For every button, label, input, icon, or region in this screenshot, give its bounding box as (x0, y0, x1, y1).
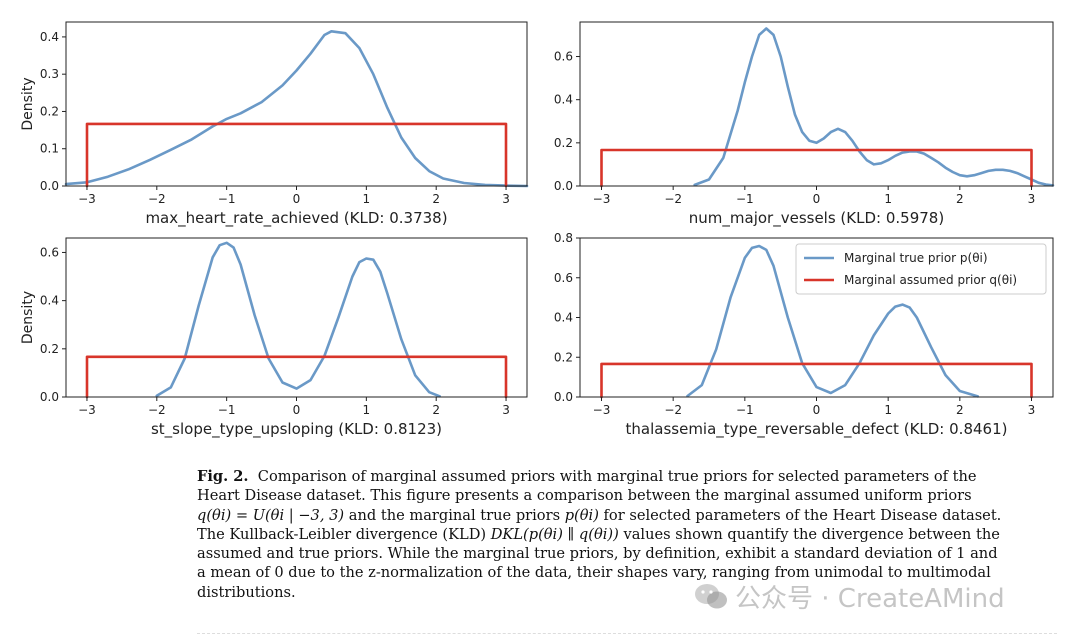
wechat-icon (693, 582, 729, 612)
legend-label-true: Marginal true prior p(θi) (844, 251, 988, 265)
y-tick-label: 0.6 (40, 245, 59, 259)
chart-panel-1: −3 −2 −1 0 1 2 3 0.0 0.1 0.2 0.3 0.4 max_heart_rate_… (20, 21, 529, 228)
x-tick-label: −3 (78, 403, 96, 417)
plot-frame (65, 237, 528, 398)
x-tick-label: −1 (218, 192, 236, 206)
chart-panel-4: −3 −2 −1 0 1 2 3 0.0 0.2 0.4 0.6 0.8 thalassemia_typ… (554, 231, 1054, 439)
caption-line-4: The Kullback-Leibler divergence (KLD) DK… (197, 525, 1057, 544)
legend: Marginal true prior p(θi) Marginal assume… (795, 243, 1047, 295)
plot-frame (579, 21, 1054, 187)
y-tick-label: 0.0 (40, 179, 59, 193)
caption-line-7: distributions. (197, 583, 296, 601)
x-tick-label: −3 (593, 192, 611, 206)
x-tick-label: 0 (293, 192, 301, 206)
caption-line-2: Heart Disease dataset. This figure prese… (197, 487, 972, 505)
x-tick-label: −3 (78, 192, 96, 206)
assumed-prior-line (85, 355, 508, 399)
figure-caption: Fig. 2. Comparison of marginal assumed p… (197, 467, 1057, 602)
watermark-text: 公众号 · CreateAMind (735, 584, 1005, 614)
x-tick-label: 3 (502, 403, 510, 417)
true-prior-line (155, 241, 441, 398)
caption-text-3a: and the marginal true priors (348, 506, 561, 524)
x-tick-label: −2 (664, 192, 682, 206)
x-tick-label: −3 (593, 403, 611, 417)
x-axis-label: max_heart_rate_achieved (KLD: 0.3738) (145, 209, 447, 228)
true-prior-line (693, 27, 1055, 187)
y-tick-label: 0.4 (554, 311, 573, 325)
y-tick-label: 0.2 (554, 136, 573, 150)
x-tick-label: 0 (813, 403, 821, 417)
y-tick-label: 0.2 (40, 104, 59, 118)
y-tick-label: 0.3 (40, 67, 59, 81)
x-tick-label: −2 (148, 192, 166, 206)
x-tick-label: 1 (884, 403, 892, 417)
assumed-prior-line (600, 148, 1033, 188)
x-tick-label: 2 (956, 403, 964, 417)
figure-panels: −3 −2 −1 0 1 2 3 0.0 0.1 0.2 0.3 0.4 max_heart_rate_… (20, 21, 1055, 439)
y-tick-label: 0.6 (554, 271, 573, 285)
x-tick-label: 1 (363, 403, 371, 417)
caption-fig-label: Fig. 2. (197, 468, 249, 485)
caption-line-6: a mean of 0 due to the z-normalization o… (197, 564, 991, 582)
x-axis-label: st_slope_type_upsloping (KLD: 0.8123) (151, 420, 442, 439)
plot-frame (65, 21, 528, 187)
x-tick-label: 1 (884, 192, 892, 206)
watermark: 公众号 · CreateAMind (693, 578, 1005, 615)
x-tick-label: 3 (1028, 192, 1036, 206)
y-tick-label: 0.1 (40, 142, 59, 156)
legend-box (795, 243, 1047, 295)
x-tick-label: 3 (502, 192, 510, 206)
x-tick-label: −2 (664, 403, 682, 417)
x-tick-label: −1 (736, 192, 754, 206)
chart-panel-3: −3 −2 −1 0 1 2 3 0.0 0.2 0.4 0.6 st_slope_type_upsl… (20, 237, 528, 439)
caption-math-p: p(θi) (564, 506, 599, 524)
x-tick-label: −2 (148, 403, 166, 417)
y-tick-label: 0.0 (40, 390, 59, 404)
y-tick-label: 0.6 (554, 50, 573, 64)
y-tick-label: 0.4 (40, 30, 59, 44)
y-tick-label: 0.2 (554, 350, 573, 364)
true-prior-line (686, 244, 980, 398)
caption-math-dkl: DKL(p(θi) ∥ q(θi)) (490, 525, 619, 543)
chart-panel-2: −3 −2 −1 0 1 2 3 0.0 0.2 0.4 0.6 num_major_vessels … (554, 21, 1055, 228)
caption-line-5: assumed and true priors. While the margi… (197, 545, 998, 563)
x-tick-label: 0 (293, 403, 301, 417)
caption-text-1: Comparison of marginal assumed priors wi… (257, 468, 977, 485)
y-axis-label: Density (20, 291, 36, 344)
caption-text-3b: for selected parameters of the Heart Dis… (603, 506, 1002, 524)
x-tick-label: 1 (363, 192, 371, 206)
x-tick-label: −1 (736, 403, 754, 417)
caption-text-4b: values shown quantify the divergence bet… (623, 525, 1000, 543)
caption-text-4a: The Kullback-Leibler divergence (KLD) (197, 525, 487, 543)
y-axis-label: Density (20, 77, 36, 130)
caption-line-1: Fig. 2. Comparison of marginal assumed p… (197, 467, 1057, 486)
x-axis-label: thalassemia_type_reversable_defect (KLD:… (626, 420, 1008, 439)
legend-label-assumed: Marginal assumed prior q(θi) (844, 273, 1017, 287)
x-tick-label: 2 (432, 192, 440, 206)
x-tick-label: −1 (218, 403, 236, 417)
x-tick-label: 3 (1028, 403, 1036, 417)
assumed-prior-line (85, 122, 508, 188)
x-axis-label: num_major_vessels (KLD: 0.5978) (689, 209, 944, 228)
assumed-prior-line (600, 362, 1033, 399)
caption-line-3: q(θi) = U(θi | −3, 3) and the marginal t… (197, 506, 1057, 525)
x-tick-label: 2 (956, 192, 964, 206)
y-tick-label: 0.0 (554, 390, 573, 404)
true-prior-line (64, 30, 529, 188)
y-tick-label: 0.0 (554, 179, 573, 193)
y-tick-label: 0.4 (554, 93, 573, 107)
x-tick-label: 2 (432, 403, 440, 417)
bottom-divider (197, 633, 1057, 634)
y-tick-label: 0.2 (40, 342, 59, 356)
y-tick-label: 0.8 (554, 231, 573, 245)
caption-math-uniform: q(θi) = U(θi | −3, 3) (197, 506, 345, 524)
x-tick-label: 0 (813, 192, 821, 206)
y-tick-label: 0.4 (40, 294, 59, 308)
